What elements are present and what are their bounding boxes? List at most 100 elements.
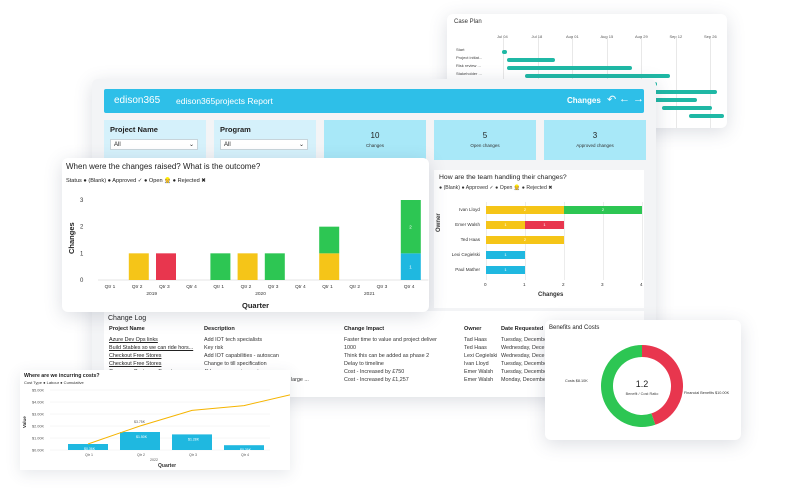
table-cell: Ivan Lloyd <box>464 361 489 367</box>
panel-title: Benefits and Costs <box>549 325 600 331</box>
bar-value-label: $0.35K <box>240 448 252 452</box>
table-cell: Faster time to value and project deliver <box>344 337 437 343</box>
chevron-down-icon[interactable]: ⌄ <box>298 142 304 148</box>
gantt-month-label: Jul 18 <box>531 34 543 39</box>
table-cell: Wednesday, Dece <box>501 353 545 359</box>
column-header[interactable]: Change Impact <box>344 326 385 332</box>
kpi-value: 10 <box>370 131 380 140</box>
bar-segment-approved[interactable]: 2 <box>486 206 564 214</box>
legend-title: Cost Type <box>24 380 42 385</box>
chevron-down-icon[interactable]: ⌄ <box>188 142 194 148</box>
costs-value-label: Costs $8.10K <box>565 379 588 383</box>
gantt-month-label: Jul 04 <box>497 34 508 39</box>
program-select[interactable]: All ⌄ <box>220 139 308 150</box>
x-tick-label: Qtr 3 <box>377 284 388 290</box>
y-tick-label: 0 <box>80 278 84 284</box>
table-cell: Monday, Decembe <box>501 377 546 383</box>
legend-items: ● Labour ● Cumulative <box>43 380 84 385</box>
x-tick-label: Qtr 4 <box>186 284 197 290</box>
gridline <box>603 202 604 280</box>
bar-segment-open[interactable]: 2 <box>564 206 642 214</box>
table-cell: Emer Walsh <box>464 369 494 375</box>
filter-program[interactable]: Program All ⌄ <box>214 120 316 160</box>
x-tick-label: Qtr 1 <box>85 453 93 457</box>
y-tick-label: 3 <box>80 198 84 204</box>
ratio-label: Benefit / Cost Ratio <box>626 392 659 396</box>
undo-icon[interactable]: ↶ <box>607 94 617 106</box>
y-tick-label: 2 <box>80 225 84 231</box>
project-link[interactable]: Checkout Free Stores <box>109 353 162 359</box>
filter-project-name[interactable]: Project Name All ⌄ <box>104 120 206 160</box>
cumulative-line[interactable] <box>87 394 290 445</box>
x-tick-label: Qtr 4 <box>295 284 306 290</box>
column-segment[interactable] <box>237 253 258 280</box>
column-segment[interactable] <box>400 253 421 280</box>
year-label: 2021 <box>364 291 375 297</box>
x-axis-title: Quarter <box>242 301 269 310</box>
kpi-value: 3 <box>592 131 598 140</box>
kpi-approved-changes: 3 Approved changes <box>544 120 646 160</box>
bar-segment-blank[interactable]: 1 <box>486 251 525 259</box>
column-segment[interactable] <box>264 253 285 280</box>
kpi-open-changes: 5 Open changes <box>434 120 536 160</box>
column-header[interactable]: Description <box>204 326 235 332</box>
gantt-month-label: Aug 01 <box>566 34 579 39</box>
column-segment[interactable] <box>400 200 421 254</box>
gantt-task-bar <box>607 90 717 94</box>
project-link[interactable]: Build Stables so we can ride hors... <box>109 345 194 351</box>
cost-bar[interactable] <box>120 432 160 450</box>
bar-value-label: $0.36K <box>84 447 96 451</box>
owner-label: Ivan Lloyd <box>459 207 480 212</box>
benefits-value-label: Financial Benefits $10.00K <box>684 391 730 395</box>
year-label: 2019 <box>146 291 157 297</box>
bar-value-label: $1.28K <box>188 437 200 441</box>
table-cell: Add IOT tech specialists <box>204 337 263 343</box>
table-cell: Cost - Increased by £1,257 <box>344 377 409 383</box>
table-cell: Think this can be added as phase 2 <box>344 353 430 359</box>
x-tick-label: Qtr 1 <box>213 284 224 290</box>
select-value: All <box>114 142 121 148</box>
bar-segment-approved[interactable]: 1 <box>486 221 525 229</box>
column-segment[interactable] <box>210 253 231 280</box>
column-segment[interactable] <box>156 253 176 280</box>
table-cell: 1000 <box>344 345 356 351</box>
forward-arrow-icon[interactable]: → <box>633 93 644 105</box>
gantt-month-label: Sep 26 <box>704 34 717 39</box>
y-tick-label: $0.00K <box>32 449 45 453</box>
back-arrow-icon[interactable]: ← <box>619 93 630 105</box>
cost-bar[interactable] <box>224 445 264 450</box>
donut-slice[interactable] <box>601 345 656 427</box>
column-segment[interactable] <box>319 253 340 280</box>
x-tick-label: Qtr 1 <box>105 284 116 290</box>
column-segment[interactable] <box>128 253 149 280</box>
section-title: Changes <box>567 96 601 105</box>
y-tick-label: $4.00K <box>32 401 45 405</box>
kpi-changes: 10 Changes <box>324 120 426 160</box>
y-tick-label: 1 <box>80 251 84 257</box>
column-header[interactable]: Owner <box>464 326 482 332</box>
gantt-task-label: Start <box>456 47 465 52</box>
bar-segment-rejected[interactable]: 1 <box>525 221 564 229</box>
cost-bar[interactable] <box>68 444 108 450</box>
y-tick-label: $3.00K <box>32 413 45 417</box>
x-axis-title: Changes <box>538 292 564 298</box>
gantt-task-bar <box>507 66 632 70</box>
panel-title: When were the changes raised? What is th… <box>66 162 261 171</box>
project-link[interactable]: Azure Dev Ops links <box>109 337 158 343</box>
cost-bar[interactable] <box>172 434 212 450</box>
donut-slice[interactable] <box>641 345 683 425</box>
case-plan-title: Case Plan <box>454 19 482 25</box>
gantt-task-bar <box>507 58 555 62</box>
column-segment[interactable] <box>319 226 340 254</box>
project-link[interactable]: Checkout Free Stores <box>109 361 162 367</box>
bar-segment-blank[interactable]: 1 <box>486 266 525 274</box>
bar-segment-approved[interactable]: 2 <box>486 236 564 244</box>
table-cell: Ted Haas <box>464 345 487 351</box>
project-name-select[interactable]: All ⌄ <box>110 139 198 150</box>
column-header[interactable]: Project Name <box>109 326 145 332</box>
filter-label: Project Name <box>110 125 158 134</box>
column-header[interactable]: Date Requested <box>501 326 544 332</box>
status-legend: ● (Blank) ● Approved ✓ ● Open 👷 ● Reject… <box>439 185 553 191</box>
gridline <box>642 202 643 280</box>
year-label: 2022 <box>150 458 158 462</box>
